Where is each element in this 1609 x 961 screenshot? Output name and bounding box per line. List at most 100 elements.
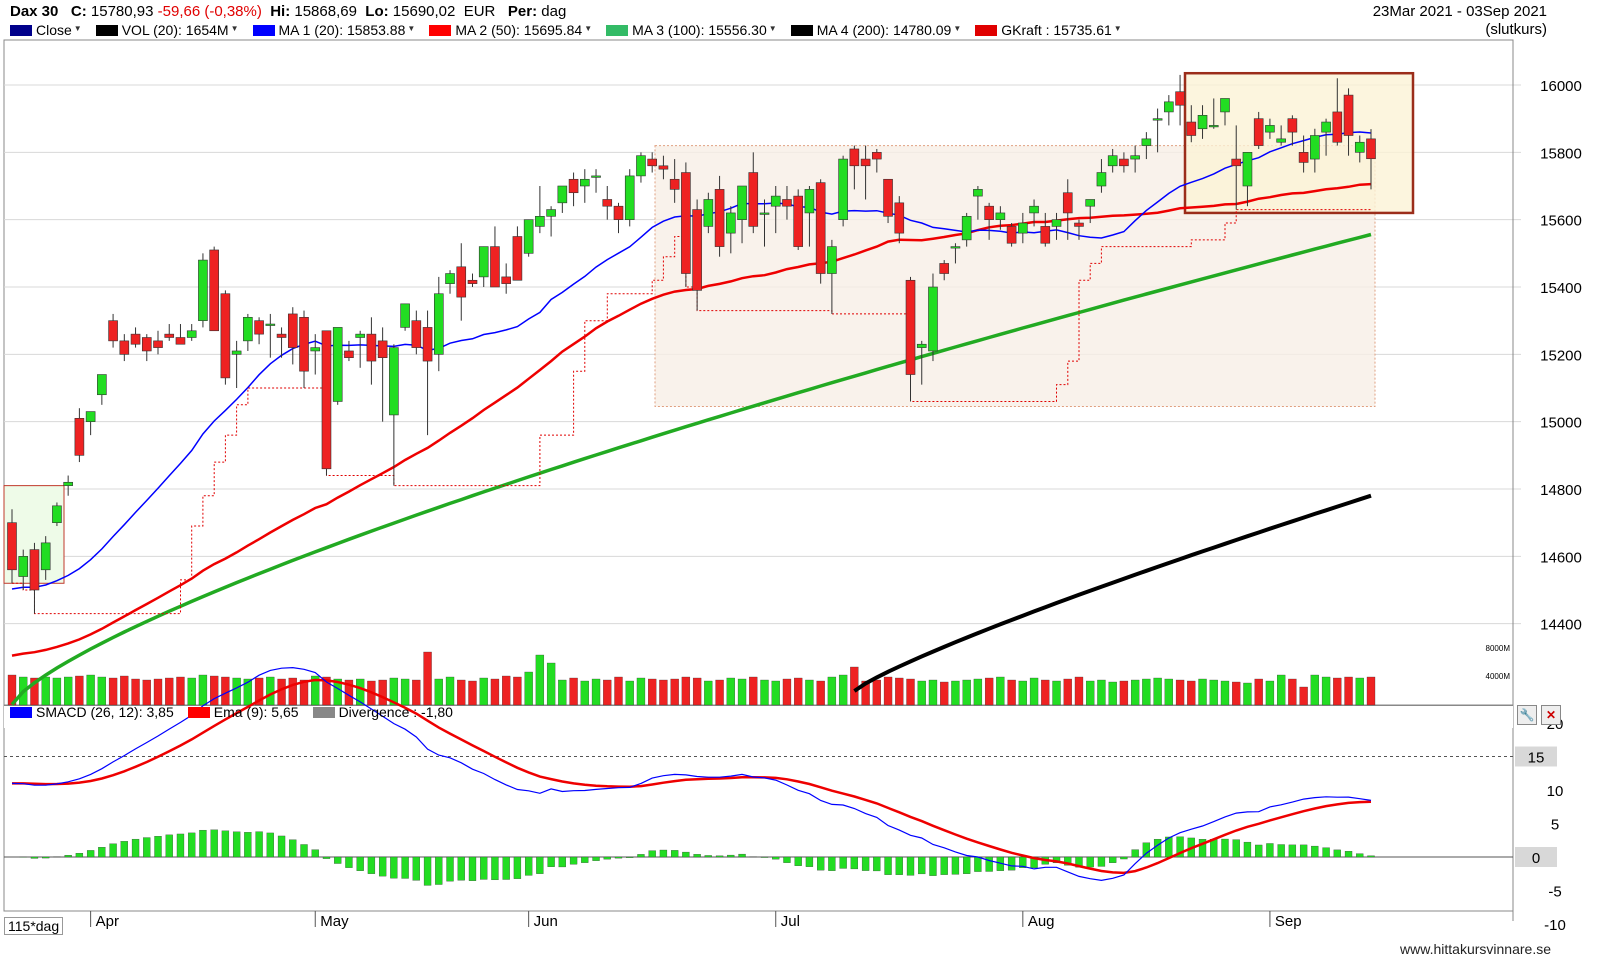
macd-header <box>4 706 1513 728</box>
divergence-bar <box>513 856 522 879</box>
candle-body <box>119 340 130 355</box>
divergence-bar <box>637 854 645 858</box>
dropdown-icon: ▼ <box>768 24 777 33</box>
legend-swatch <box>975 25 998 36</box>
volume-bar <box>356 678 365 706</box>
divergence-bar <box>592 856 600 861</box>
divergence-bar <box>42 856 50 859</box>
candle-body <box>995 212 1006 220</box>
volume-bar <box>827 676 837 706</box>
candle-body <box>1242 152 1253 187</box>
candle-body <box>186 330 197 338</box>
time-axis: Apr May Jun Jul Aug Sep <box>4 910 1513 930</box>
divergence-bar <box>850 856 859 870</box>
volume-bar <box>535 654 545 706</box>
quote-line: Dax 30 C: 15780,93 -59,66 (-0,38%) Hi: 1… <box>10 3 566 20</box>
divergence-bar <box>1255 844 1263 858</box>
candle-body <box>153 340 163 348</box>
volume-tick-label: 4000M <box>1486 672 1511 681</box>
candle-body <box>928 286 938 352</box>
volume-bar <box>951 680 960 706</box>
volume-bar <box>198 674 208 706</box>
divergence-bar <box>536 856 544 874</box>
volume-bar <box>614 676 623 706</box>
period-label: Per: <box>507 3 538 20</box>
volume-bar <box>277 678 286 706</box>
candle-body <box>1074 222 1084 227</box>
price-tick-label: 15600 <box>1540 213 1582 230</box>
divergence-bar <box>1221 838 1229 858</box>
legend-item-0[interactable]: Close ▼ <box>10 22 82 38</box>
candle-body <box>669 178 680 190</box>
candle-body <box>636 155 646 177</box>
candle-body <box>501 276 511 284</box>
indicator-legend: Close ▼ VOL (20): 1654M ▼ MA 1 (20): 15853.8… <box>10 22 1136 39</box>
candle-body <box>1152 118 1163 121</box>
volume-tick-label: 8000M <box>1486 644 1511 653</box>
date-range-text: 23Mar 2021 - 03Sep 2021 <box>1372 3 1547 20</box>
volume-bar <box>1310 674 1319 706</box>
candle-body <box>759 212 770 215</box>
legend-swatch <box>790 25 813 36</box>
candle-body <box>613 205 624 220</box>
volume-bar <box>546 662 556 706</box>
date-range: 23Mar 2021 - 03Sep 2021 (slutkurs) <box>1373 3 1547 39</box>
divergence-bar <box>906 856 915 876</box>
legend-item-3[interactable]: MA 2 (50): 15695.84 ▼ <box>429 22 592 38</box>
candle-body <box>63 481 73 486</box>
legend-item-2[interactable]: MA 1 (20): 15853.88 ▼ <box>252 22 415 38</box>
volume-bar <box>210 675 219 706</box>
volume-bar <box>569 677 578 706</box>
volume-bar <box>1142 678 1151 706</box>
volume-bar <box>75 675 84 706</box>
candle-body <box>591 175 601 178</box>
wrench-icon[interactable]: 🔧 <box>1517 705 1537 725</box>
divergence-bar <box>502 856 510 880</box>
volume-bar <box>737 678 747 706</box>
volume-bar <box>636 677 646 706</box>
divergence-bar <box>86 850 95 858</box>
legend-label: MA 1 (20): 15853.88 <box>278 22 406 38</box>
watermark: www.hittakursvinnare.se <box>1400 941 1551 957</box>
candle-body <box>344 350 354 359</box>
divergence-bar <box>491 856 499 881</box>
divergence-bar <box>143 837 151 858</box>
divergence-bar <box>199 829 207 858</box>
candle-body <box>804 189 815 214</box>
divergence-bar <box>929 856 937 876</box>
month-label: Aug <box>1028 913 1055 930</box>
volume-bar <box>973 678 983 706</box>
volume-bar <box>681 676 691 706</box>
candle-body <box>1366 138 1376 160</box>
divergence-bar <box>1131 849 1139 858</box>
legend-item-6[interactable]: GKraft : 15735.61 ▼ <box>975 22 1122 38</box>
volume-bar <box>64 676 73 706</box>
candle-body <box>1265 125 1275 133</box>
candle-body <box>175 337 186 345</box>
close-value: 15780,93 <box>90 3 154 20</box>
macd-tick-label: 10 <box>1547 783 1564 800</box>
legend-item-1[interactable]: VOL (20): 1654M ▼ <box>95 22 239 38</box>
candle-body <box>827 246 837 274</box>
candle-body <box>18 556 29 577</box>
candle-body <box>164 333 175 338</box>
legend-label: SMACD (26, 12): 3,85 <box>36 704 174 720</box>
legend-item-5[interactable]: MA 4 (200): 14780.09 ▼ <box>790 22 961 38</box>
divergence-bar <box>244 832 252 858</box>
divergence-bar <box>334 856 342 864</box>
volume-bar <box>749 676 758 706</box>
divergence-bar <box>176 833 185 858</box>
legend-item-4[interactable]: MA 3 (100): 15556.30 ▼ <box>606 22 777 38</box>
divergence-bar <box>1322 847 1330 858</box>
price-tick-label: 15800 <box>1540 145 1582 162</box>
candle-body <box>400 303 410 328</box>
candle-body <box>243 316 253 342</box>
volume-bar <box>41 676 50 706</box>
divergence-bar <box>423 856 432 886</box>
candle-body <box>1220 98 1230 113</box>
close-icon[interactable]: ✕ <box>1541 705 1561 725</box>
reference-label: 15 <box>1528 750 1545 767</box>
candle-body <box>130 333 141 345</box>
volume-bar <box>434 678 443 706</box>
